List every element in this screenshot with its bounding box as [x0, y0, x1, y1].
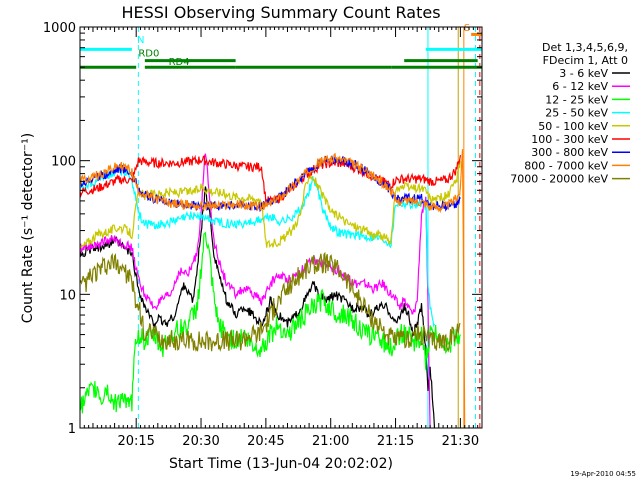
x-tick-label: 20:15 — [117, 434, 154, 449]
series-line — [80, 149, 466, 428]
legend-header-line-1: Det 1,3,4,5,6,9, — [542, 41, 628, 54]
legend: Det 1,3,4,5,6,9, FDecim 1, Att 0 3 - 6 k… — [510, 41, 630, 186]
state-bar-label: RD0 — [138, 49, 159, 60]
series-line — [80, 154, 461, 206]
x-tick-label: 20:30 — [182, 434, 219, 449]
state-bar-label: RD4 — [169, 57, 190, 68]
x-tick-label: 20:45 — [247, 434, 284, 449]
x-axis-label: Start Time (13-Jun-04 20:02:02) — [169, 456, 393, 472]
series-line — [80, 186, 436, 428]
y-tick-label: 100 — [51, 155, 76, 170]
x-tick-label: 21:30 — [442, 434, 479, 449]
state-bars: N RD0 RD4 S — [80, 23, 482, 69]
series-line — [80, 251, 461, 353]
legend-entry-label: 50 - 100 keV — [538, 120, 608, 133]
series-layer — [80, 149, 466, 428]
x-tick-label: 21:15 — [377, 434, 414, 449]
legend-entry-label: 25 - 50 keV — [545, 107, 608, 120]
state-bar-label: S — [464, 23, 470, 34]
y-axis-label: Count Rate (s⁻¹ detector⁻¹) — [20, 133, 36, 323]
legend-entry-label: 100 - 300 keV — [531, 133, 608, 146]
legend-entry-label: 300 - 800 keV — [531, 146, 608, 159]
chart-title: HESSI Observing Summary Count Rates — [121, 3, 440, 22]
y-tick-label: 1000 — [43, 21, 76, 36]
plot-frame — [79, 26, 483, 429]
legend-entry-label: 6 - 12 keV — [552, 80, 608, 93]
legend-entry-label: 800 - 7000 keV — [524, 159, 608, 172]
legend-entry-label: 3 - 6 keV — [559, 67, 608, 80]
axes: 20:15 20:30 20:45 21:00 21:15 21:30 1 10 100 1000 — [43, 21, 482, 449]
y-tick-label: 10 — [59, 288, 76, 303]
legend-entry-label: 7000 - 20000 keV — [510, 173, 608, 186]
series-line — [80, 153, 431, 428]
x-tick-label: 21:00 — [312, 434, 349, 449]
legend-header-line-2: FDecim 1, Att 0 — [543, 54, 628, 67]
y-tick-label: 1 — [68, 422, 76, 437]
state-bar-label: N — [137, 35, 144, 46]
footer-timestamp: 19-Apr-2010 04:55 — [570, 470, 636, 478]
state-vertical-lines — [137, 27, 481, 428]
legend-entry-label: 12 - 25 keV — [545, 93, 608, 106]
